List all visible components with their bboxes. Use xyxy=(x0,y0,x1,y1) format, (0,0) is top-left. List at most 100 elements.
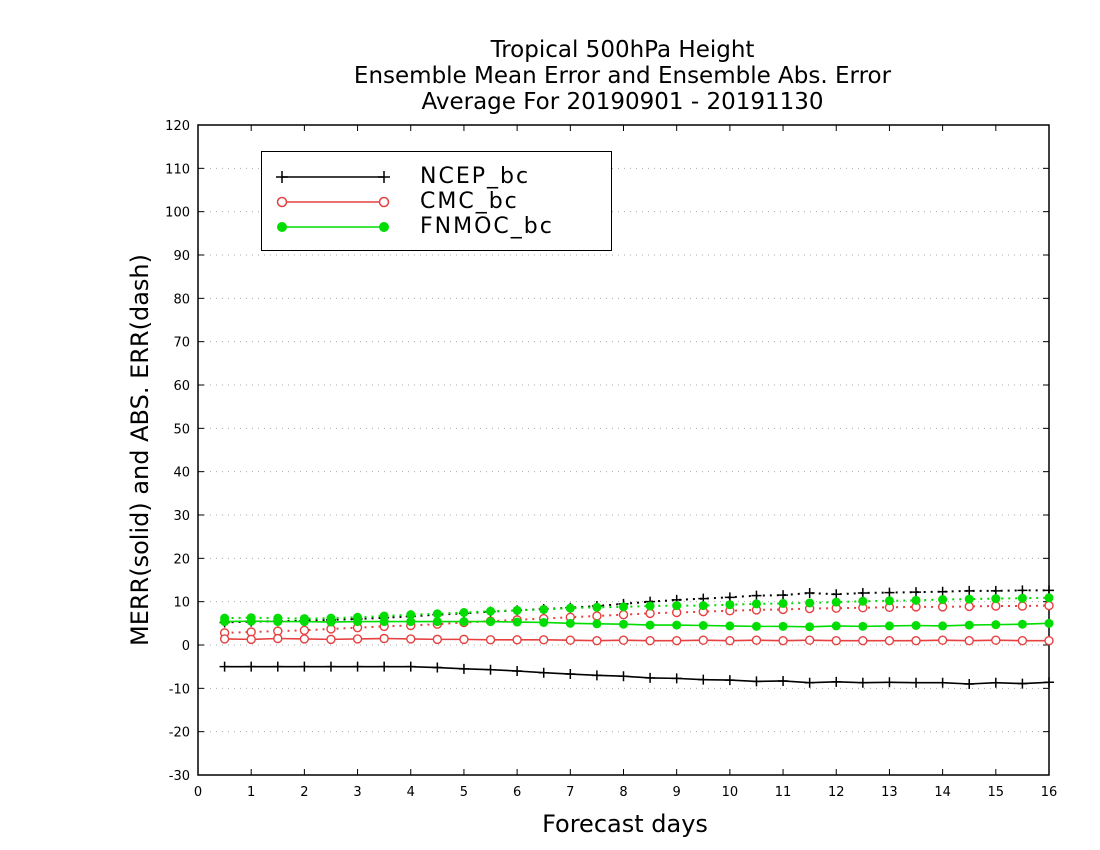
legend-label-ncep: NCEP_bc xyxy=(420,164,531,189)
legend-label-cmc: CMC_bc xyxy=(420,189,519,214)
data-point-fnmoc-bc-merr xyxy=(991,620,1001,630)
data-point-fnmoc-bc-abs_err xyxy=(1017,593,1027,603)
data-point-fnmoc-bc-merr xyxy=(459,617,469,627)
legend-swatch-cmc xyxy=(276,196,390,208)
data-point-cmc-bc-merr xyxy=(539,635,549,645)
data-point-fnmoc-bc-abs_err xyxy=(831,597,841,607)
x-tick-label: 16 xyxy=(1041,785,1058,800)
data-point-ncep-bc-merr xyxy=(352,661,363,672)
series-line-fnmoc-bc-merr xyxy=(224,620,1050,628)
series-line-cmc-bc-abs_err xyxy=(224,604,1050,634)
data-point-ncep-bc-merr xyxy=(911,677,922,688)
data-point-ncep-bc-abs_err xyxy=(778,590,789,601)
y-tick-label: -30 xyxy=(169,769,190,784)
data-point-fnmoc-bc-abs_err xyxy=(1044,593,1054,603)
x-tick-label: 1 xyxy=(247,785,255,800)
data-point-cmc-bc-merr xyxy=(352,634,363,644)
x-tick-label: 5 xyxy=(460,785,468,800)
y-tick-label: 10 xyxy=(173,596,190,611)
data-point-cmc-bc-merr xyxy=(512,635,522,645)
data-point-ncep-bc-merr xyxy=(219,661,230,672)
data-point-cmc-bc-merr xyxy=(379,633,389,644)
title-line-1: Tropical 500hPa Height xyxy=(490,37,755,63)
data-point-cmc-bc-merr xyxy=(937,635,948,645)
data-point-cmc-bc-merr xyxy=(1017,635,1028,646)
data-point-fnmoc-bc-merr xyxy=(858,621,868,631)
data-point-fnmoc-bc-merr xyxy=(1017,619,1027,629)
x-tick-label: 11 xyxy=(775,785,792,800)
legend-swatch-fnmoc xyxy=(277,222,389,232)
y-tick-label: 80 xyxy=(173,292,190,307)
data-point-ncep-bc-abs_err xyxy=(751,590,762,601)
x-tick-label: 3 xyxy=(353,785,361,800)
data-point-ncep-bc-merr xyxy=(857,677,868,688)
data-point-fnmoc-bc-merr xyxy=(725,621,735,631)
data-point-ncep-bc-merr xyxy=(724,675,735,686)
data-point-ncep-bc-abs_err xyxy=(964,585,975,596)
data-point-fnmoc-bc-merr xyxy=(592,619,602,629)
data-point-fnmoc-bc-merr xyxy=(831,621,841,631)
data-point-fnmoc-bc-merr xyxy=(432,617,442,627)
y-tick-label: 70 xyxy=(173,336,190,351)
x-tick-label: 2 xyxy=(300,785,308,800)
data-point-ncep-bc-merr xyxy=(485,664,496,675)
legend-item-ncep: NCEP_bc xyxy=(262,164,611,190)
data-point-ncep-bc-merr xyxy=(698,674,709,685)
data-point-cmc-bc-merr xyxy=(459,634,469,645)
y-tick-label: 40 xyxy=(173,466,190,481)
x-tick-label: 14 xyxy=(934,785,951,800)
x-axis-label: Forecast days xyxy=(542,810,708,838)
data-point-cmc-bc-merr xyxy=(778,635,788,646)
data-point-ncep-bc-merr xyxy=(618,671,629,682)
data-point-ncep-bc-merr xyxy=(937,677,948,688)
data-point-fnmoc-bc-merr xyxy=(619,619,628,629)
y-tick-label: 0 xyxy=(182,639,190,654)
data-point-cmc-bc-merr xyxy=(485,635,496,645)
x-tick-label: 12 xyxy=(828,785,845,800)
data-point-fnmoc-bc-merr xyxy=(246,616,256,626)
x-tick-label: 9 xyxy=(673,785,681,800)
data-point-fnmoc-bc-abs_err xyxy=(672,601,682,611)
data-point-fnmoc-bc-abs_err xyxy=(991,594,1001,604)
data-point-ncep-bc-merr xyxy=(325,661,336,672)
x-tick-label: 6 xyxy=(513,785,521,800)
data-point-cmc-bc-merr xyxy=(858,635,868,646)
data-point-ncep-bc-merr xyxy=(1017,678,1028,689)
data-point-ncep-bc-merr xyxy=(272,661,283,672)
series-line-ncep-bc-merr xyxy=(224,665,1050,685)
legend-label-fnmoc: FNMOC_bc xyxy=(420,214,554,239)
x-tick-label: 10 xyxy=(722,785,739,800)
data-point-ncep-bc-merr xyxy=(1044,677,1054,688)
data-point-fnmoc-bc-abs_err xyxy=(486,606,496,616)
data-point-fnmoc-bc-merr xyxy=(220,617,230,627)
series-line-cmc-bc-merr xyxy=(224,637,1049,642)
data-point-ncep-bc-abs_err xyxy=(857,588,868,598)
series-line-fnmoc-bc-abs_err xyxy=(224,596,1050,620)
data-point-fnmoc-bc-abs_err xyxy=(725,600,735,610)
data-point-ncep-bc-merr xyxy=(299,661,310,672)
data-point-fnmoc-bc-abs_err xyxy=(805,598,815,608)
y-tick-label: -20 xyxy=(169,726,190,741)
data-point-fnmoc-bc-merr xyxy=(645,620,655,630)
data-point-cmc-bc-merr xyxy=(671,635,682,646)
y-tick-label: -10 xyxy=(169,682,190,697)
data-point-ncep-bc-abs_err xyxy=(884,587,895,598)
data-point-ncep-bc-abs_err xyxy=(804,588,815,598)
data-point-cmc-bc-merr xyxy=(565,635,576,645)
data-point-fnmoc-bc-abs_err xyxy=(565,603,575,613)
data-point-cmc-bc-abs_err xyxy=(1017,601,1028,611)
data-point-ncep-bc-merr xyxy=(990,677,1001,688)
data-point-ncep-bc-merr xyxy=(591,670,602,681)
y-tick-label: 120 xyxy=(165,119,190,134)
data-point-cmc-bc-abs_err xyxy=(964,601,974,612)
x-tick-label: 15 xyxy=(988,785,1005,800)
data-point-cmc-bc-merr xyxy=(831,635,841,646)
y-tick-label: 30 xyxy=(173,509,190,524)
data-point-fnmoc-bc-abs_err xyxy=(964,594,974,604)
legend-item-fnmoc: FNMOC_bc xyxy=(262,214,611,240)
legend-item-cmc: CMC_bc xyxy=(262,189,611,215)
data-point-cmc-bc-merr xyxy=(592,635,602,646)
data-point-cmc-bc-merr xyxy=(299,634,310,644)
data-point-cmc-bc-merr xyxy=(911,635,921,646)
